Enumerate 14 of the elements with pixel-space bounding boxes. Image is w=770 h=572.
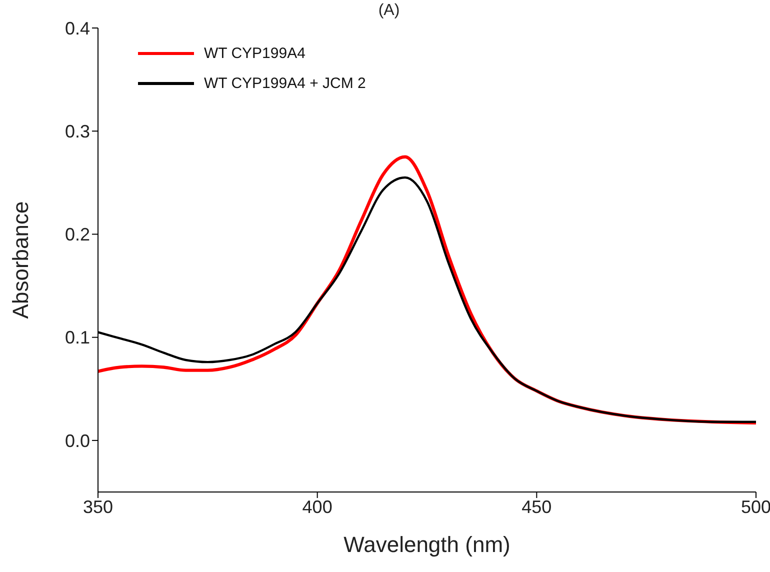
y-tick-label: 0.2 — [64, 224, 90, 245]
x-tick-label: 400 — [302, 496, 332, 517]
y-tick-label: 0.3 — [64, 122, 90, 142]
x-tick-label: 350 — [82, 496, 114, 517]
x-tick-label: 500 — [740, 496, 770, 517]
x-axis-title: Wavelength (nm) — [344, 532, 510, 557]
x-tick-label: 450 — [522, 496, 552, 517]
y-axis-title: Absorbance — [8, 201, 33, 319]
chart-title: (A) — [377, 2, 401, 20]
legend-label: WT CYP199A4 — [204, 44, 306, 62]
y-tick-label: 0.0 — [64, 430, 90, 451]
y-tick-label: 0.4 — [64, 18, 90, 38]
y-tick-label: 0.1 — [64, 328, 90, 348]
legend-label: WT CYP199A4 + JCM 2 — [204, 74, 366, 92]
